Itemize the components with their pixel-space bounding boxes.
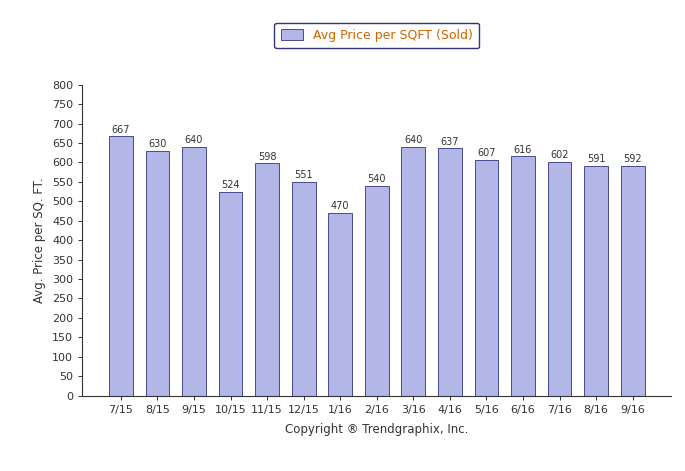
Bar	[292, 181, 316, 396]
Y-axis label: Avg. Price per SQ. FT.: Avg. Price per SQ. FT.	[34, 178, 47, 303]
X-axis label: Copyright ® Trendgraphix, Inc.: Copyright ® Trendgraphix, Inc.	[285, 423, 469, 436]
Bar	[475, 160, 498, 396]
Text: 640: 640	[185, 135, 203, 146]
Bar	[109, 137, 133, 396]
Bar	[145, 151, 169, 396]
Bar	[584, 166, 608, 396]
Text: 598: 598	[258, 152, 276, 162]
Text: 524: 524	[221, 180, 240, 190]
Text: 667: 667	[112, 125, 130, 135]
Bar	[219, 192, 242, 396]
Bar	[182, 147, 206, 396]
Text: 602: 602	[550, 150, 569, 160]
Text: 540: 540	[367, 174, 386, 184]
Text: 591: 591	[587, 154, 606, 164]
Bar	[256, 163, 279, 396]
Text: 470: 470	[331, 202, 349, 211]
Text: 592: 592	[623, 154, 642, 164]
Text: 637: 637	[440, 137, 459, 146]
Text: 630: 630	[148, 139, 166, 149]
Bar	[328, 213, 352, 396]
Bar	[365, 186, 388, 396]
Bar	[621, 166, 645, 396]
Text: 607: 607	[477, 148, 496, 158]
Bar	[547, 162, 571, 396]
Text: 640: 640	[404, 135, 423, 146]
Bar	[438, 148, 462, 396]
Text: 616: 616	[514, 145, 532, 155]
Text: 551: 551	[295, 170, 313, 180]
Legend: Avg Price per SQFT (Sold): Avg Price per SQFT (Sold)	[274, 23, 479, 48]
Bar	[401, 147, 425, 396]
Bar	[511, 156, 535, 396]
